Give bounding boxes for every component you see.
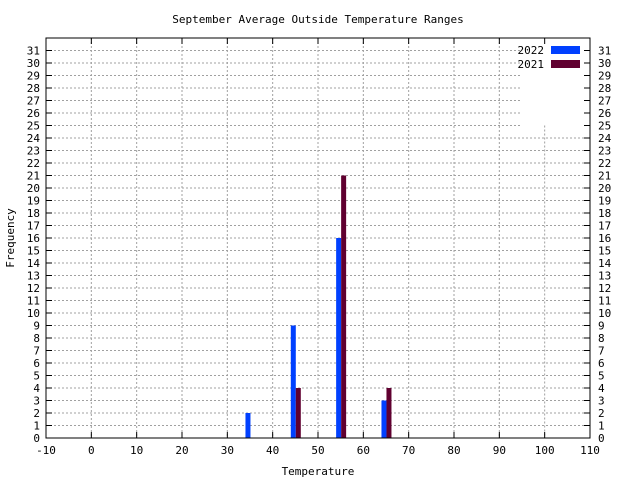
y-tick-label-right: 25 [598,120,611,133]
y-tick-label-left: 25 [27,120,40,133]
y-tick-label-left: 1 [33,420,40,433]
bar-2022 [245,413,251,438]
y-tick-label-left: 9 [33,320,40,333]
y-tick-label-right: 28 [598,82,611,95]
y-tick-label-left: 6 [33,357,40,370]
y-tick-label-left: 4 [33,382,40,395]
y-tick-label-right: 7 [598,345,605,358]
x-tick-label: 50 [311,444,324,457]
y-tick-label-right: 30 [598,57,611,70]
y-tick-label-right: 31 [598,45,611,58]
y-tick-label-left: 17 [27,220,40,233]
x-tick-label: 90 [493,444,506,457]
x-axis-label: Temperature [282,465,355,478]
bar-2021 [295,388,301,438]
y-tick-label-left: 3 [33,395,40,408]
y-tick-label-left: 13 [27,270,40,283]
y-tick-label-right: 27 [598,95,611,108]
y-tick-label-right: 16 [598,232,611,245]
y-tick-label-right: 5 [598,370,605,383]
y-tick-label-left: 20 [27,182,40,195]
y-tick-label-right: 22 [598,157,611,170]
y-tick-label-left: 21 [27,170,40,183]
y-tick-label-left: 22 [27,157,40,170]
y-tick-label-left: 27 [27,95,40,108]
y-tick-label-right: 24 [598,132,612,145]
y-tick-label-right: 19 [598,195,611,208]
y-tick-label-left: 28 [27,82,40,95]
y-tick-label-right: 21 [598,170,611,183]
y-tick-label-right: 13 [598,270,611,283]
y-tick-label-left: 12 [27,282,40,295]
y-tick-label-right: 26 [598,107,611,120]
y-tick-label-right: 11 [598,295,611,308]
y-tick-label-right: 3 [598,395,605,408]
y-tick-label-right: 4 [598,382,605,395]
y-tick-label-left: 5 [33,370,40,383]
x-tick-label: 100 [535,444,555,457]
y-axis-label: Frequency [4,208,17,268]
y-tick-label-left: 15 [27,245,40,258]
y-tick-label-left: 16 [27,232,40,245]
y-tick-label-left: 2 [33,407,40,420]
y-tick-label-left: 19 [27,195,40,208]
y-tick-label-left: 24 [27,132,41,145]
y-tick-label-left: 0 [33,432,40,445]
y-tick-label-right: 0 [598,432,605,445]
bar-2022 [290,325,296,438]
axis-ticks [45,38,591,439]
y-tick-label-left: 14 [27,257,41,270]
y-tick-label-left: 30 [27,57,40,70]
y-tick-label-right: 15 [598,245,611,258]
x-tick-label: 0 [88,444,95,457]
y-tick-label-left: 7 [33,345,40,358]
y-tick-label-right: 17 [598,220,611,233]
y-tick-label-right: 20 [598,182,611,195]
bar-2022 [381,400,387,438]
legend-label-2021: 2021 [518,58,545,71]
chart-title: September Average Outside Temperature Ra… [172,13,463,26]
bar-2021 [386,388,392,438]
y-tick-label-left: 29 [27,70,40,83]
y-tick-label-right: 1 [598,420,605,433]
bar-2022 [336,238,342,438]
legend-swatch-2021 [551,60,580,68]
x-tick-label: 10 [130,444,143,457]
legend-label-2022: 2022 [518,44,545,57]
y-tick-label-right: 14 [598,257,612,270]
y-tick-label-left: 18 [27,207,40,220]
y-tick-label-right: 6 [598,357,605,370]
bars [245,175,392,438]
y-tick-label-right: 23 [598,145,611,158]
x-tick-label: 20 [175,444,188,457]
y-tick-label-left: 10 [27,307,40,320]
y-tick-label-right: 18 [598,207,611,220]
y-tick-label-left: 11 [27,295,40,308]
y-tick-label-right: 9 [598,320,605,333]
bar-2021 [341,175,347,438]
y-tick-label-right: 29 [598,70,611,83]
x-tick-label: 110 [580,444,600,457]
y-tick-label-left: 31 [27,45,40,58]
x-tick-label: 30 [221,444,234,457]
y-tick-label-left: 8 [33,332,40,345]
y-tick-label-left: 23 [27,145,40,158]
y-tick-label-right: 10 [598,307,611,320]
y-tick-label-left: 26 [27,107,40,120]
x-tick-label: 60 [357,444,370,457]
y-tick-label-right: 2 [598,407,605,420]
x-tick-label: 40 [266,444,279,457]
x-tick-label: -10 [36,444,56,457]
y-tick-label-right: 8 [598,332,605,345]
legend-swatch-2022 [551,46,580,54]
x-tick-label: 80 [447,444,460,457]
x-tick-label: 70 [402,444,415,457]
y-tick-label-right: 12 [598,282,611,295]
grid-lines [46,38,590,438]
